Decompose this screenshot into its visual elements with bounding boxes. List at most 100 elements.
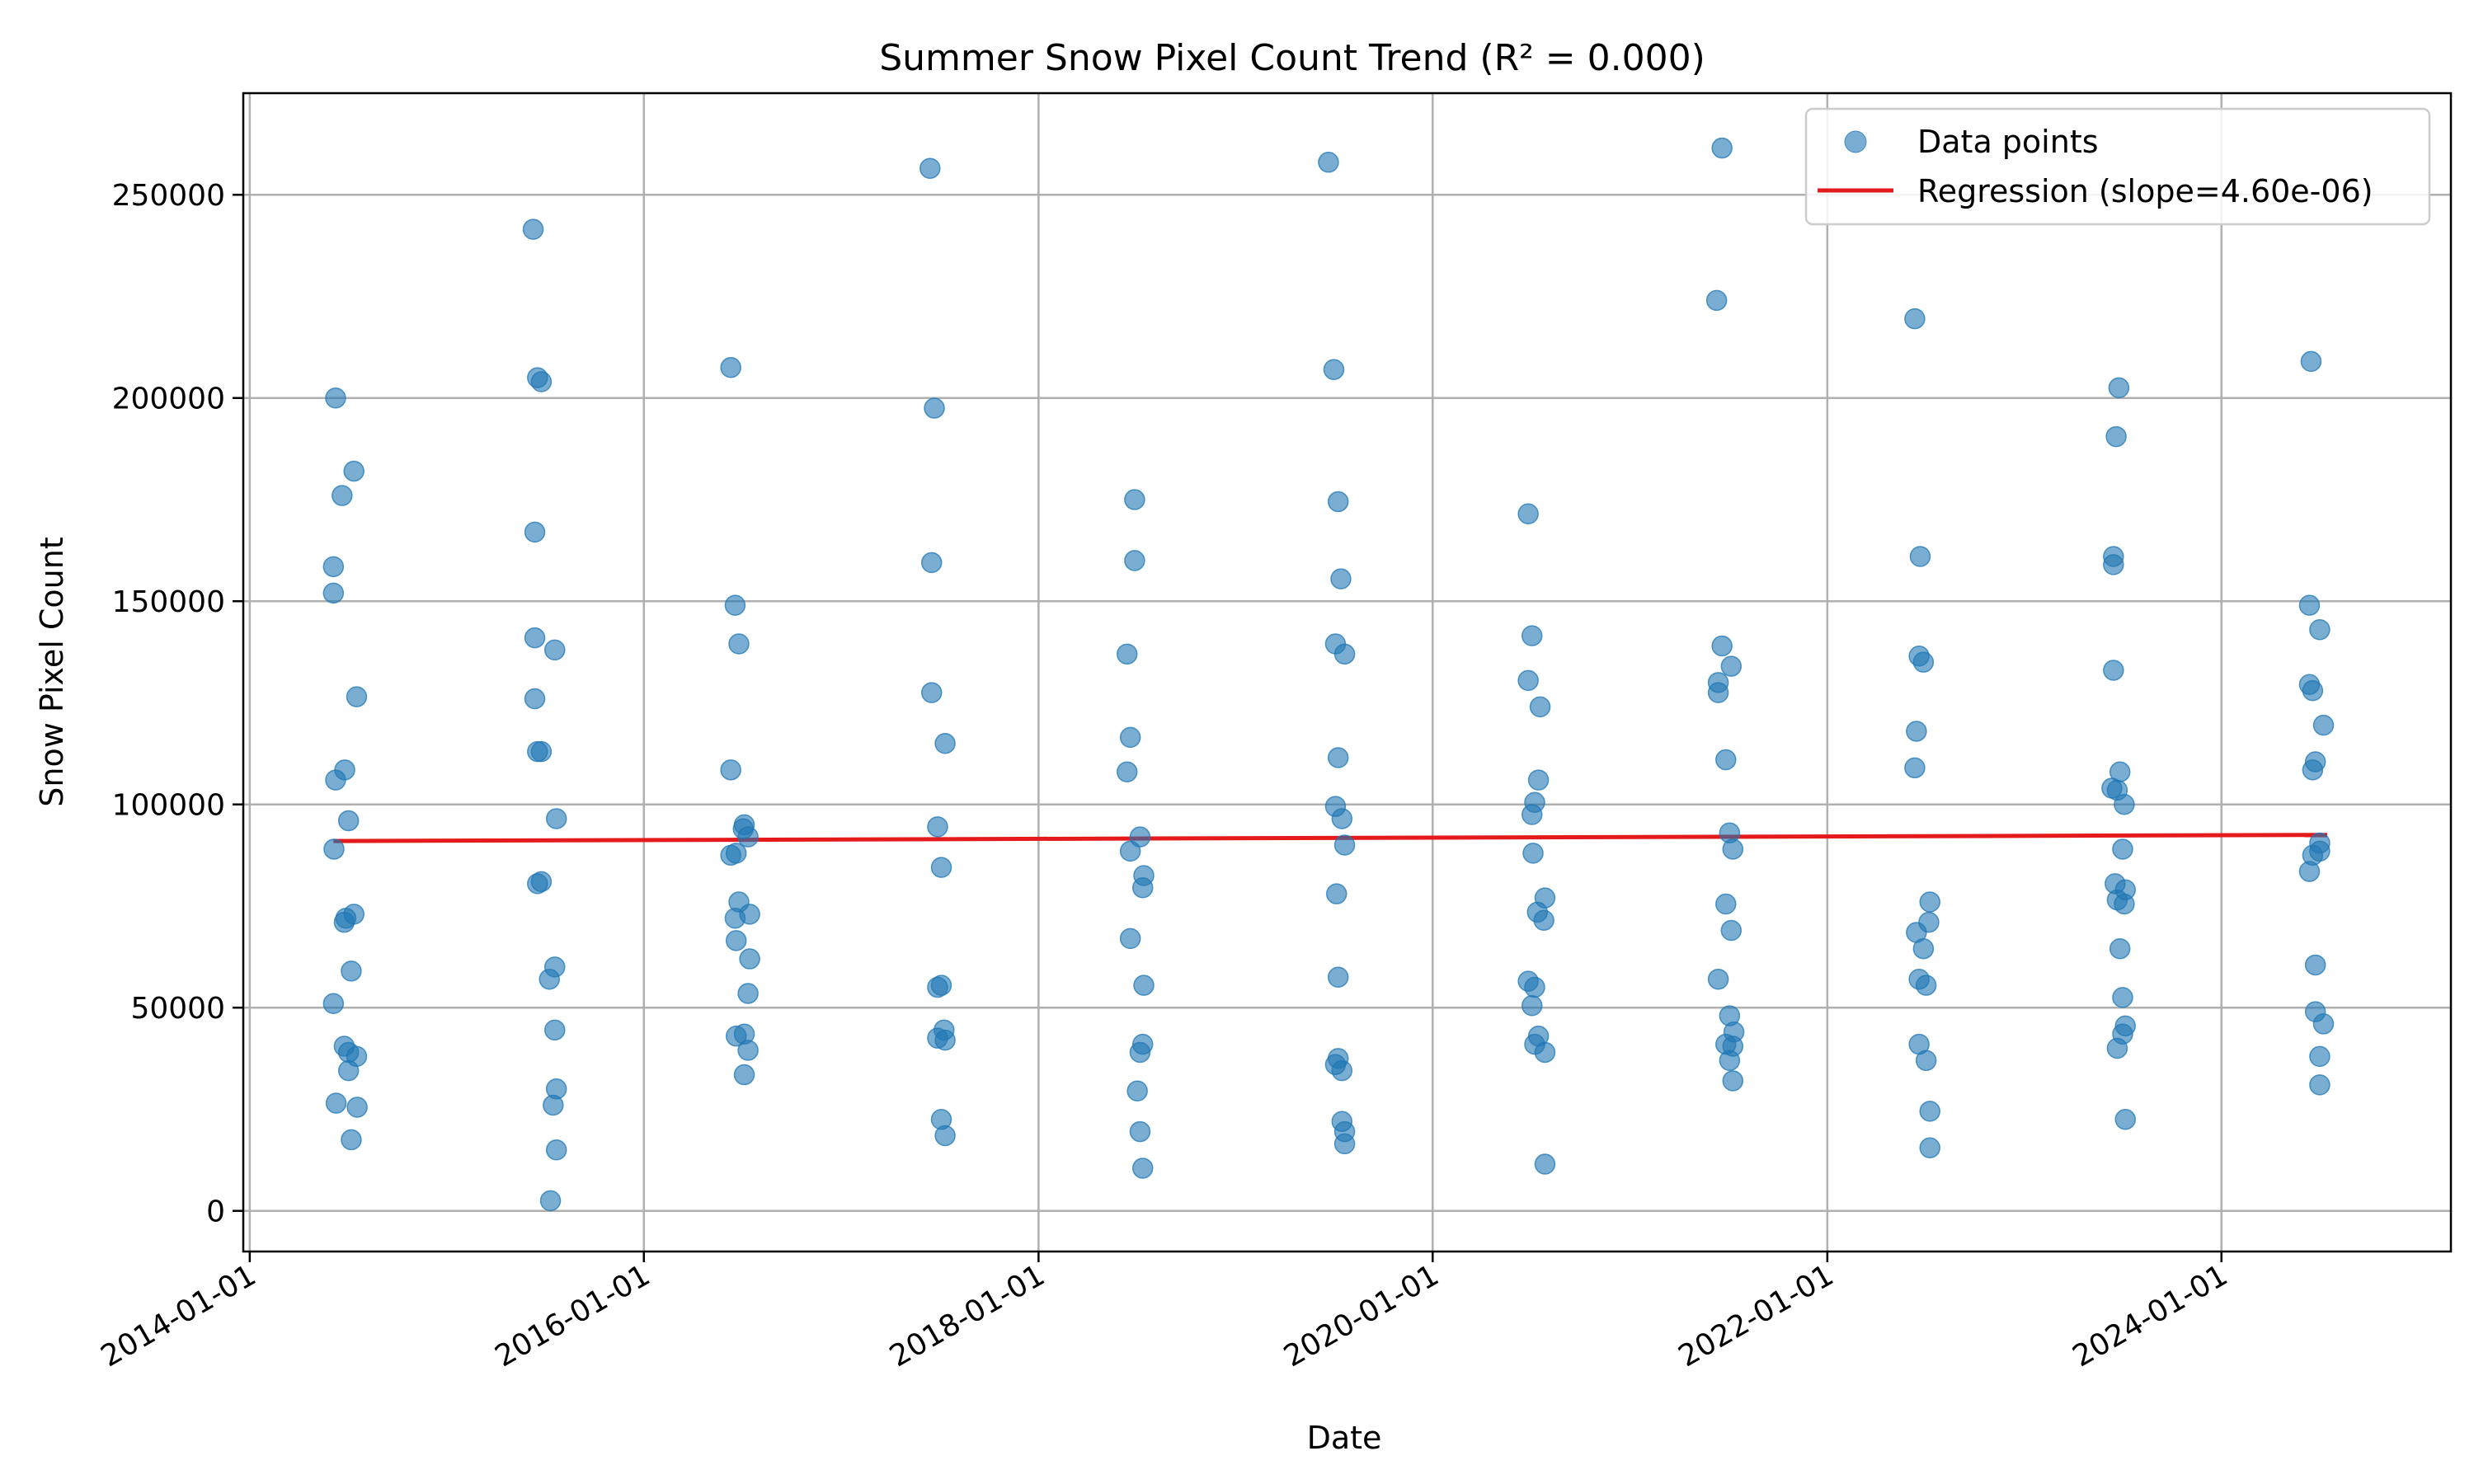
data-point <box>1720 919 1743 942</box>
data-point <box>2309 1045 2331 1068</box>
data-point <box>1711 137 1733 159</box>
data-point <box>1909 546 1931 567</box>
data-point <box>332 485 353 506</box>
data-point <box>1133 974 1155 996</box>
data-point <box>1517 669 1539 692</box>
data-point <box>1333 834 1356 856</box>
data-point <box>343 460 365 482</box>
data-point <box>2103 660 2124 681</box>
data-point <box>2298 594 2321 616</box>
data-point <box>1126 1080 1148 1102</box>
data-point <box>539 1190 562 1212</box>
data-point <box>530 740 553 763</box>
regression-layer <box>333 833 2328 843</box>
data-point <box>530 371 553 392</box>
data-point <box>325 387 346 409</box>
data-point <box>522 218 544 240</box>
data-point <box>737 1040 759 1061</box>
data-point <box>346 686 368 707</box>
legend-label-data-points: Data points <box>1917 124 2099 160</box>
data-point <box>1333 1133 1356 1155</box>
data-point <box>341 1129 362 1151</box>
data-point <box>2105 425 2127 448</box>
data-point <box>1529 696 1551 718</box>
data-point <box>323 838 345 860</box>
data-point <box>1904 308 1926 330</box>
data-point <box>341 960 362 982</box>
data-point <box>1124 489 1145 510</box>
legend: Data points Regression (slope=4.60e-06) <box>1804 107 2431 226</box>
data-point <box>728 633 750 655</box>
data-point <box>2114 879 2136 900</box>
data-point <box>2109 761 2131 783</box>
data-point <box>1915 974 1937 996</box>
data-point <box>545 808 567 829</box>
y-tick-label: 100000 <box>112 789 225 823</box>
data-point <box>739 904 760 925</box>
data-point <box>934 1125 956 1147</box>
data-point <box>1325 883 1348 904</box>
data-point <box>1722 1070 1744 1092</box>
data-point <box>1331 808 1353 829</box>
data-point <box>2312 714 2335 736</box>
data-point <box>1133 865 1155 886</box>
data-point <box>1129 1120 1151 1143</box>
data-point <box>737 983 759 1004</box>
data-point <box>1327 966 1349 988</box>
plot-frame <box>242 92 2453 1253</box>
data-point <box>737 826 759 848</box>
data-point <box>530 871 553 893</box>
data-point <box>1524 976 1545 998</box>
data-point <box>1711 635 1733 657</box>
data-point <box>1720 655 1743 677</box>
data-point <box>322 993 345 1015</box>
y-axis-ticks: 0 50000 100000 150000 200000 250000 <box>112 179 243 1229</box>
data-point <box>725 930 747 951</box>
data-point <box>2304 954 2326 976</box>
data-point <box>1517 503 1539 524</box>
data-point <box>1522 843 1544 864</box>
data-point <box>1331 1059 1353 1082</box>
data-point <box>2114 793 2135 815</box>
data-point <box>920 552 943 574</box>
grid <box>243 93 2451 1252</box>
data-point <box>1534 1041 1556 1064</box>
data-point <box>1521 625 1543 646</box>
data-point <box>2103 554 2124 575</box>
data-point <box>1715 749 1737 771</box>
data-point <box>1919 891 1940 913</box>
y-axis-label: Snow Pixel Count <box>34 537 70 806</box>
data-point <box>1723 1021 1745 1043</box>
data-point <box>1912 937 1935 960</box>
data-point <box>343 904 365 925</box>
data-point <box>1124 550 1145 571</box>
data-point <box>1705 289 1728 312</box>
data-point <box>1533 909 1554 931</box>
data-point <box>1919 1101 1940 1122</box>
data-point <box>924 397 945 419</box>
data-point <box>720 759 741 781</box>
data-point <box>2309 618 2331 641</box>
data-point <box>934 733 956 754</box>
data-point <box>930 857 952 878</box>
data-point <box>1116 643 1138 665</box>
data-point <box>1906 721 1927 742</box>
data-point <box>930 974 952 996</box>
data-point <box>1904 757 1926 779</box>
data-point <box>720 357 741 378</box>
data-point <box>1129 826 1151 848</box>
data-point <box>733 1064 755 1086</box>
data-point <box>739 948 760 970</box>
data-point <box>927 816 948 838</box>
scatter-points <box>322 137 2335 1212</box>
chart-title: Summer Snow Pixel Count Trend (R² = 0.00… <box>879 37 1705 79</box>
data-point <box>322 556 345 578</box>
data-point <box>2112 987 2133 1008</box>
data-point <box>1912 651 1935 673</box>
y-tick-label: 200000 <box>112 383 225 416</box>
data-point <box>544 1019 566 1041</box>
data-point <box>544 956 566 978</box>
data-point <box>725 843 747 864</box>
data-point <box>2309 1074 2331 1096</box>
